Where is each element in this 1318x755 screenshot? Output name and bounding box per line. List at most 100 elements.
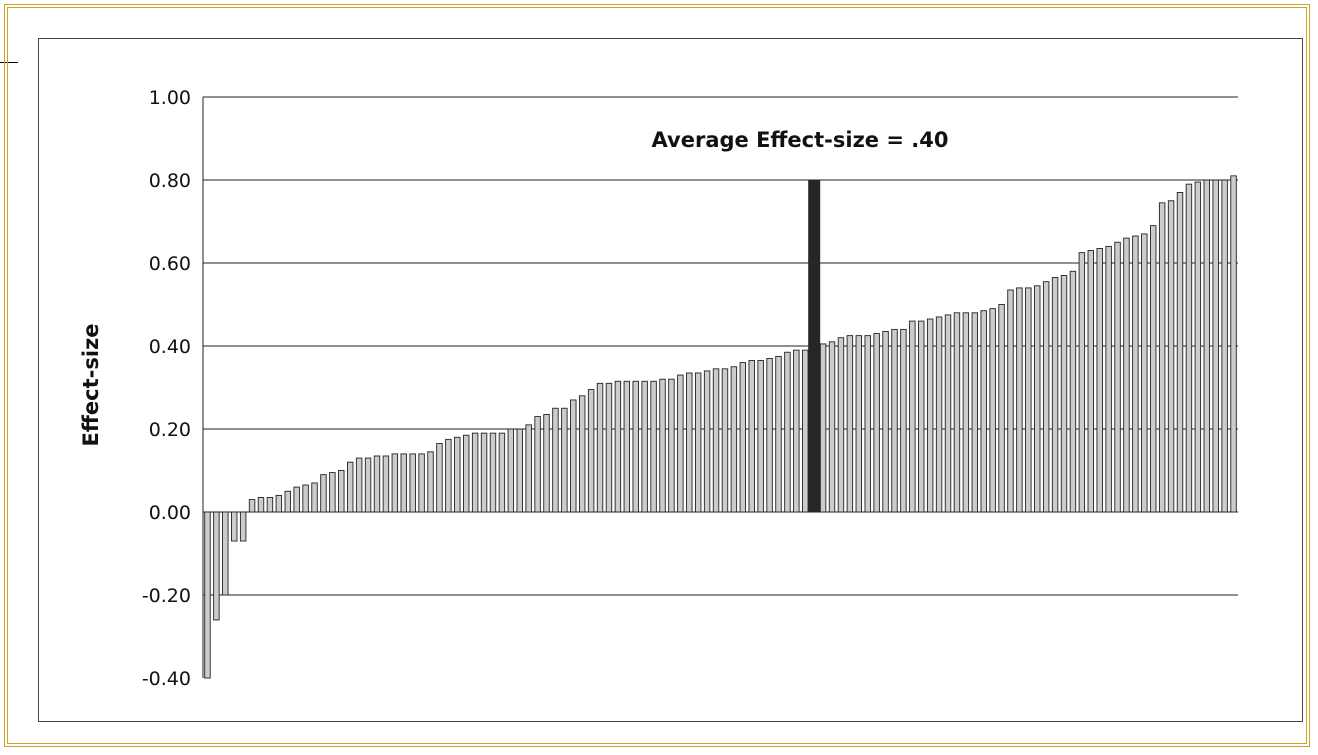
effect-size-bar (605, 382, 613, 513)
effect-size-bar (659, 378, 666, 513)
effect-size-bar (855, 335, 863, 513)
effect-size-bar (561, 407, 568, 513)
effect-size-bar (587, 389, 595, 513)
effect-size-bar (1025, 287, 1032, 513)
effect-size-bar (739, 362, 747, 513)
effect-size-bar (712, 368, 720, 513)
effect-size-bar (248, 499, 256, 513)
effect-size-bar (989, 308, 996, 513)
effect-size-bar (293, 486, 300, 513)
effect-size-bar (222, 511, 229, 596)
effect-size-bar (730, 366, 738, 513)
effect-size-bar (1141, 233, 1148, 513)
effect-size-bar (391, 453, 399, 513)
effect-size-bar (1060, 275, 1068, 513)
y-tick-label: -0.20 (142, 585, 191, 607)
effect-size-bar (525, 424, 532, 513)
effect-size-bar (668, 378, 675, 513)
effect-size-bar (926, 318, 934, 513)
effect-size-bar (819, 343, 827, 513)
effect-size-bar (846, 335, 854, 513)
effect-size-bar (1034, 285, 1041, 513)
effect-size-bar (480, 432, 488, 513)
effect-size-bar (382, 455, 390, 513)
effect-size-bar (944, 314, 952, 513)
bars (204, 175, 1237, 679)
effect-size-bar (498, 432, 506, 513)
effect-size-bar (364, 457, 372, 513)
effect-size-bar (694, 372, 702, 513)
effect-size-bar (1016, 287, 1023, 513)
effect-size-bar (1203, 179, 1210, 513)
average-effect-bar (808, 180, 821, 512)
effect-size-bar (721, 368, 729, 513)
y-tick-label: 0.40 (149, 336, 191, 358)
effect-size-bar (552, 407, 559, 513)
effect-size-bar (516, 428, 523, 513)
effect-size-bar (1176, 191, 1184, 513)
effect-size-bar (302, 484, 309, 513)
effect-size-bar (1123, 237, 1130, 513)
effect-size-bar (355, 457, 363, 513)
effect-size-bar (1132, 235, 1139, 513)
effect-size-bar (239, 511, 247, 542)
effect-size-bar (1105, 245, 1112, 513)
stray-line (0, 62, 18, 63)
effect-size-bar (471, 432, 479, 513)
effect-size-bar (918, 320, 925, 513)
effect-size-bar (1051, 277, 1059, 513)
effect-size-bar (998, 304, 1005, 513)
effect-size-bar (757, 360, 764, 513)
effect-size-bar (427, 451, 434, 513)
effect-size-bar (1221, 179, 1228, 513)
effect-size-bar (436, 443, 443, 513)
effect-size-bar (570, 399, 577, 513)
effect-size-bar (891, 328, 898, 513)
effect-size-bar (320, 474, 327, 513)
effect-size-bar (1167, 200, 1175, 513)
effect-size-bar (641, 380, 648, 513)
effect-size-bar (311, 482, 318, 513)
effect-size-bar (793, 349, 800, 513)
effect-size-bar (864, 335, 871, 513)
effect-size-bar (257, 497, 265, 513)
y-tick-label: 0.00 (149, 502, 191, 524)
effect-size-bar (400, 453, 407, 513)
outer-frame (4, 4, 1310, 747)
effect-size-bar (445, 438, 452, 513)
effect-size-bar (980, 310, 987, 513)
effect-size-bar (686, 372, 693, 513)
y-axis-title: Effect-size (79, 324, 103, 447)
effect-size-bar (204, 511, 211, 679)
effect-size-bar (748, 360, 755, 513)
effect-size-bar (543, 414, 550, 513)
effect-size-bar (1096, 248, 1103, 513)
effect-size-bar (463, 434, 470, 513)
effect-size-bar (418, 453, 425, 513)
effect-size-bar (507, 428, 515, 513)
effect-size-bar (578, 395, 586, 513)
effect-size-bar (775, 355, 782, 513)
effect-size-bar (828, 341, 836, 513)
effect-size-bar (1078, 252, 1086, 513)
effect-size-bar (1150, 225, 1157, 513)
effect-size-bar (953, 312, 961, 513)
effect-size-bar (1007, 289, 1014, 513)
effect-size-bar (882, 331, 889, 513)
effect-size-bar (1114, 241, 1121, 513)
effect-size-bar (802, 349, 809, 513)
y-tick-label: 0.20 (149, 419, 191, 441)
effect-size-bar (596, 382, 604, 513)
y-tick-label: 1.00 (149, 87, 191, 109)
effect-size-bar (1087, 250, 1094, 513)
effect-size-bar (373, 455, 381, 513)
effect-size-bar (1042, 281, 1050, 513)
effect-size-bar (347, 461, 354, 513)
effect-size-bar (1212, 179, 1219, 513)
effect-size-bar (454, 436, 461, 513)
effect-size-bar (1069, 270, 1077, 513)
effect-size-bar (1194, 181, 1202, 513)
effect-size-bar (275, 494, 283, 513)
effect-size-bar (935, 316, 943, 513)
